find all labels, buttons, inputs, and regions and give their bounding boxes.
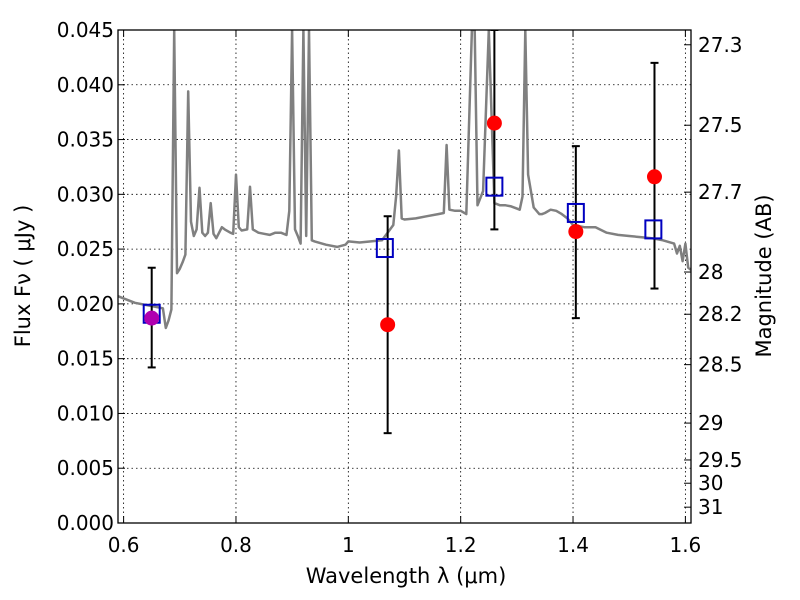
magnitude-tick-label: 28.2	[698, 302, 743, 326]
y-tick-label: 0.000	[57, 511, 114, 535]
y-axis-label: Flux Fν ( μJy )	[11, 205, 35, 348]
observed-flux-marker	[568, 224, 584, 240]
magnitude-tick-label: 27.5	[698, 113, 743, 137]
x-tick-label: 0.6	[108, 533, 140, 557]
observed-flux-points	[144, 115, 662, 333]
y-tick-label: 0.005	[57, 456, 114, 480]
plot-frame	[117, 29, 692, 524]
x-tick-label: 1	[342, 533, 355, 557]
magnitude-axis-label: Magnitude (AB)	[752, 194, 776, 357]
observed-flux-marker	[380, 317, 396, 333]
observed-flux-marker	[646, 169, 662, 185]
x-tick-label: 1.4	[557, 533, 589, 557]
magnitude-tick-label: 29.5	[698, 448, 743, 472]
magnitude-tick-label: 30	[698, 471, 723, 495]
y-axis-ticks: 0.000 0.005 0.010 0.015 0.020 0.025 0.030 0.035…	[57, 18, 125, 535]
y-tick-label: 0.040	[57, 73, 114, 97]
spectrum-path	[118, 30, 691, 330]
observed-flux-marker	[144, 310, 160, 326]
model-square-marker	[566, 202, 585, 223]
x-axis-ticks: 0.6 0.8 1 1.2 1.4 1.6	[108, 30, 701, 557]
y-tick-label: 0.015	[57, 347, 114, 371]
magnitude-tick-label: 29	[698, 411, 723, 435]
magnitude-tick-label: 27.7	[698, 180, 743, 204]
model-square-marker	[485, 176, 504, 197]
magnitude-tick-label: 28	[698, 260, 723, 284]
x-tick-label: 1.2	[445, 533, 477, 557]
plot-area-background	[118, 30, 691, 523]
y-tick-label: 0.030	[57, 182, 114, 206]
x-tick-label: 1.6	[669, 533, 701, 557]
model-square-marker	[375, 238, 394, 259]
y-tick-label: 0.020	[57, 292, 114, 316]
model-spectrum-line	[118, 30, 691, 330]
observed-flux-marker	[486, 115, 502, 131]
y-tick-label: 0.025	[57, 237, 114, 261]
magnitude-tick-label: 27.3	[698, 33, 743, 57]
x-tick-label: 0.8	[220, 533, 252, 557]
y-tick-label: 0.035	[57, 128, 114, 152]
x-axis-label: Wavelength λ (μm)	[306, 564, 507, 588]
y-tick-label: 0.045	[57, 18, 114, 42]
model-square-marker	[644, 219, 663, 240]
magnitude-tick-label: 31	[698, 495, 723, 519]
y-tick-label: 0.010	[57, 401, 114, 425]
magnitude-tick-label: 28.5	[698, 353, 743, 377]
